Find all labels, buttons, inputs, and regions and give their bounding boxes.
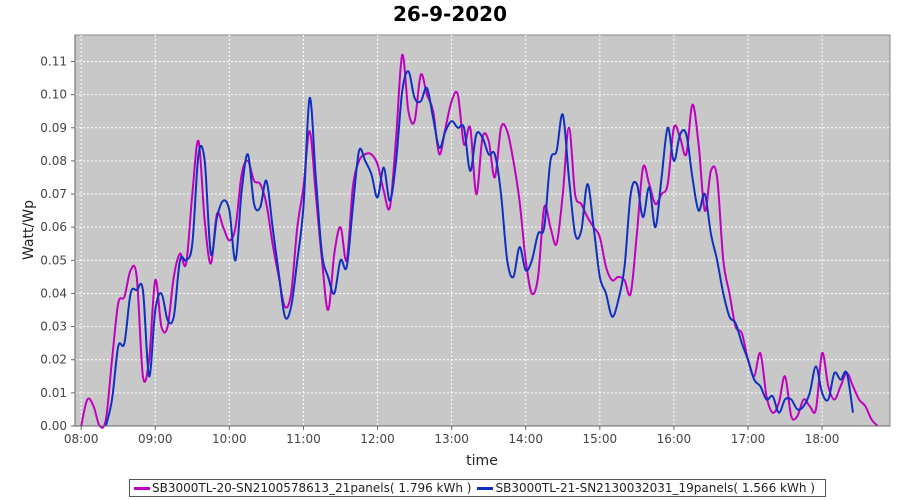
y-tick-label: 0.08: [40, 154, 67, 168]
y-tick-label: 0.11: [40, 55, 67, 69]
y-ticks: 0.00 0.01 0.02 0.03 0.04 0.05 0.06 0.07 0.08 0.09…: [40, 55, 75, 433]
legend-swatch-series-2: [477, 486, 494, 490]
y-tick-label: 0.09: [40, 121, 67, 135]
x-tick-label: 18:00: [805, 432, 840, 446]
y-tick-label: 0.05: [40, 253, 67, 267]
x-tick-label: 12:00: [360, 432, 395, 446]
x-tick-label: 16:00: [657, 432, 692, 446]
x-tick-label: 10:00: [212, 432, 247, 446]
x-tick-label: 13:00: [434, 432, 469, 446]
x-ticks: 08:00 09:00 10:00 11:00 12:00 13:00 14:00 15:00…: [64, 426, 840, 446]
y-tick-label: 0.01: [40, 386, 67, 400]
x-tick-label: 14:00: [508, 432, 543, 446]
x-tick-label: 11:00: [286, 432, 321, 446]
y-tick-label: 0.10: [40, 88, 67, 102]
y-tick-label: 0.04: [40, 286, 67, 300]
chart-svg: 08:00 09:00 10:00 11:00 12:00 13:00 14:00 15:00…: [21, 34, 891, 469]
y-axis-label: Watt/Wp: [21, 200, 37, 260]
legend-swatch-series-1: [134, 486, 150, 490]
y-tick-label: 0.03: [40, 320, 67, 334]
y-tick-label: 0.06: [40, 220, 67, 234]
x-tick-label: 08:00: [64, 432, 99, 446]
y-tick-label: 0.07: [40, 187, 67, 201]
legend-entry-series-2: SB3000TL-21-SN2130032031_19panels( 1.566…: [477, 481, 815, 495]
legend-entry-series-1: SB3000TL-20-SN2100578613_21panels( 1.796…: [134, 481, 471, 495]
series-line-2: [104, 70, 854, 427]
x-tick-label: 17:00: [731, 432, 766, 446]
legend-label-series-1: SB3000TL-20-SN2100578613_21panels( 1.796…: [152, 481, 472, 495]
series-layer: [80, 53, 879, 429]
legend: SB3000TL-20-SN2100578613_21panels( 1.796…: [129, 479, 826, 497]
legend-label-series-2: SB3000TL-21-SN2130032031_19panels( 1.566…: [495, 481, 815, 495]
y-tick-label: 0.02: [40, 353, 67, 367]
x-axis-label: time: [466, 453, 498, 469]
x-tick-label: 15:00: [583, 432, 618, 446]
x-tick-label: 09:00: [138, 432, 173, 446]
y-tick-label: 0.00: [40, 419, 67, 433]
chart-title: 26-9-2020: [392, 2, 507, 26]
grid-lines: [75, 35, 890, 427]
plot-area: [74, 34, 891, 427]
